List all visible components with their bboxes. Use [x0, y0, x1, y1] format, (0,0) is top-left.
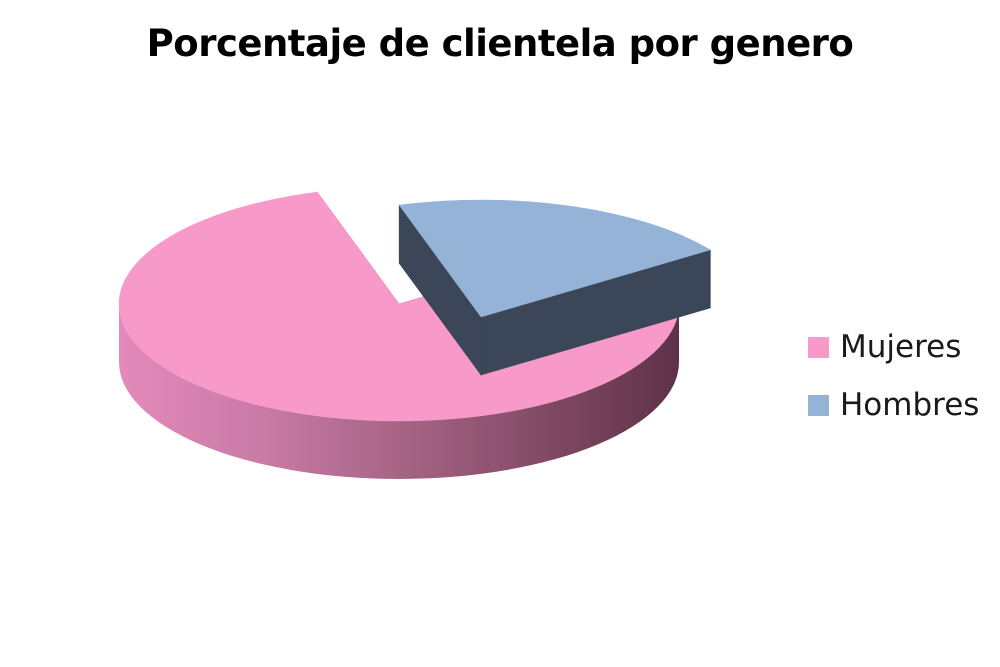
legend-label-hombres: Hombres [840, 387, 980, 423]
legend-item-mujeres: Mujeres [808, 318, 979, 376]
legend-item-hombres: Hombres [808, 376, 979, 434]
slice-hombres-top [398, 199, 711, 318]
slice-mujeres-side [119, 304, 679, 479]
legend-label-mujeres: Mujeres [840, 329, 962, 365]
legend-swatch-mujeres [808, 336, 829, 358]
slice-mujeres-top [118, 191, 680, 422]
legend-swatch-hombres [808, 394, 829, 416]
legend: Mujeres Hombres [808, 318, 979, 434]
chart-title: Porcentaje de clientela por genero [146, 22, 854, 65]
